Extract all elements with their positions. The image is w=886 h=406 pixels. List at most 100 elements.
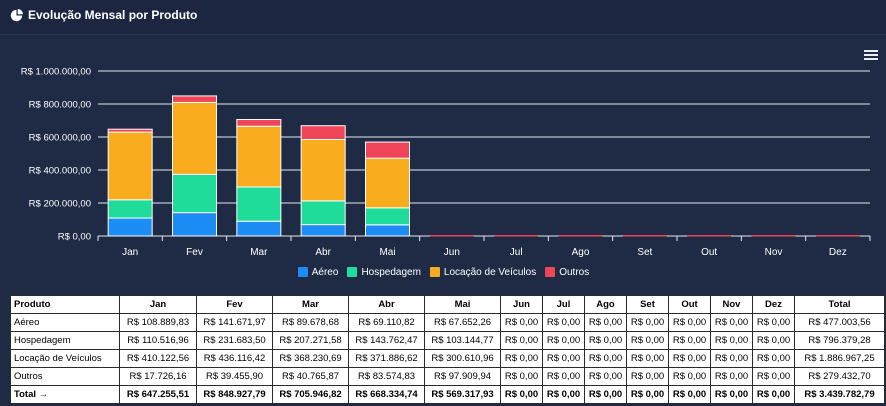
table-cell: R$ 103.144,77 — [424, 331, 501, 350]
total-cell: R$ 848.927,79 — [196, 385, 273, 404]
bar-segment[interactable] — [558, 235, 603, 237]
bar-segment[interactable] — [429, 235, 474, 237]
table-cell: R$ 0,00 — [710, 313, 753, 332]
legend-label: Aéreo — [311, 266, 339, 278]
column-header[interactable]: Jan — [119, 295, 197, 314]
bar-segment[interactable] — [751, 235, 796, 237]
total-row: Total → R$ 647.255,51 R$ 848.927,79 R$ 705.… — [10, 385, 885, 404]
legend-item-locacao[interactable]: Locação de Veículos — [428, 266, 536, 278]
table-cell: R$ 0,00 — [500, 367, 543, 386]
table-cell: R$ 0,00 — [668, 349, 711, 368]
table-cell: R$ 39.455,90 — [196, 367, 273, 386]
legend-item-outros[interactable]: Outros — [544, 266, 589, 278]
table-cell: R$ 89.678,68 — [272, 313, 349, 332]
x-tick-label: Nov — [765, 247, 783, 258]
y-tick-label: R$ 800.000,00 — [29, 100, 91, 111]
x-tick-label: Mai — [379, 247, 395, 258]
bar-segment[interactable] — [300, 139, 346, 202]
column-header[interactable]: Abr — [348, 295, 425, 314]
table-row: Outros R$ 17.726,16 R$ 39.455,90 R$ 40.765,… — [10, 367, 885, 386]
table-cell: R$ 0,00 — [584, 331, 627, 350]
legend-swatch — [544, 266, 557, 278]
chart-menu-icon[interactable] — [864, 50, 878, 62]
table-cell: R$ 0,00 — [710, 331, 753, 350]
data-table: Produto Jan Fev Mar Abr Mai Jun Jul Ago Set Out Nov… — [10, 295, 885, 404]
bar-segment[interactable] — [172, 101, 217, 175]
table-cell: R$ 0,00 — [542, 349, 585, 368]
bar-segment[interactable] — [300, 125, 346, 141]
table-cell: R$ 231.683,50 — [196, 331, 273, 350]
total-cell: R$ 668.334,74 — [348, 385, 425, 404]
bar-segment[interactable] — [107, 131, 153, 201]
bar-segment[interactable] — [236, 119, 282, 127]
table-cell: R$ 97.909,94 — [424, 367, 501, 386]
bar-segment[interactable] — [300, 224, 346, 237]
y-tick-label: R$ 200.000,00 — [29, 199, 91, 210]
bar-segment[interactable] — [365, 141, 410, 159]
table-cell: Outros — [10, 367, 120, 386]
table-cell: R$ 0,00 — [542, 367, 585, 386]
table-cell: R$ 141.671,97 — [196, 313, 273, 332]
table-cell: R$ 17.726,16 — [119, 367, 197, 386]
table-cell: R$ 0,00 — [626, 367, 669, 386]
legend-item-hospedagem[interactable]: Hospedagem — [346, 266, 421, 278]
table-cell: R$ 108.889,83 — [119, 313, 197, 332]
bar-segment[interactable] — [687, 235, 732, 237]
bar-segment[interactable] — [365, 207, 410, 226]
table-cell: R$ 110.516,96 — [119, 331, 197, 350]
legend-swatch — [428, 266, 441, 278]
legend-swatch — [296, 266, 309, 278]
table-cell: R$ 207.271,58 — [272, 331, 349, 350]
bar-segment[interactable] — [107, 128, 153, 133]
x-tick-label: Jan — [122, 247, 138, 258]
column-header[interactable]: Produto — [10, 295, 120, 314]
total-cell: R$ 0,00 — [584, 385, 627, 404]
bar-segment[interactable] — [815, 235, 860, 237]
bar-segment[interactable] — [107, 217, 153, 237]
table-cell: R$ 0,00 — [500, 349, 543, 368]
column-header[interactable]: Mai — [424, 295, 501, 314]
bar-segment[interactable] — [365, 157, 410, 209]
bar-segment[interactable] — [300, 200, 346, 226]
table-cell: R$ 0,00 — [668, 313, 711, 332]
total-cell: Total → — [10, 385, 120, 404]
bar-segment[interactable] — [236, 125, 282, 188]
bar-segment[interactable] — [622, 235, 667, 237]
bar-segment[interactable] — [365, 224, 410, 237]
table-cell: R$ 67.652,26 — [424, 313, 501, 332]
bar-segment[interactable] — [494, 235, 539, 237]
bar-segment[interactable] — [236, 220, 282, 237]
column-header[interactable]: Ago — [584, 295, 627, 314]
table-cell: R$ 279.432,70 — [794, 367, 885, 386]
bar-segment[interactable] — [172, 212, 217, 237]
bar-segment[interactable] — [172, 173, 217, 214]
x-tick-label: Abr — [315, 247, 331, 258]
column-header[interactable]: Total — [794, 295, 885, 314]
y-tick-label: R$ 400.000,00 — [29, 166, 91, 177]
column-header[interactable]: Dez — [752, 295, 795, 314]
column-header[interactable]: Jul — [542, 295, 585, 314]
column-header[interactable]: Jun — [500, 295, 543, 314]
total-cell: R$ 647.255,51 — [119, 385, 197, 404]
column-header[interactable]: Out — [668, 295, 711, 314]
table-cell: R$ 0,00 — [710, 367, 753, 386]
chart-legend: Aéreo Hospedagem Locação de Veículos Out… — [0, 266, 886, 278]
legend-item-aereo[interactable]: Aéreo — [296, 266, 339, 278]
column-header[interactable]: Mar — [272, 295, 349, 314]
table-cell: R$ 0,00 — [668, 331, 711, 350]
table-cell: R$ 300.610,96 — [424, 349, 501, 368]
bar-segment[interactable] — [172, 95, 217, 103]
table-cell: Hospedagem — [10, 331, 120, 350]
table-cell: R$ 0,00 — [752, 313, 795, 332]
column-header[interactable]: Fev — [196, 295, 273, 314]
bar-segment[interactable] — [236, 186, 282, 222]
column-header[interactable]: Set — [626, 295, 669, 314]
table-cell: R$ 0,00 — [542, 313, 585, 332]
column-header[interactable]: Nov — [710, 295, 753, 314]
table-cell: R$ 477.003,56 — [794, 313, 885, 332]
table-cell: R$ 0,00 — [584, 313, 627, 332]
table-cell: R$ 368.230,69 — [272, 349, 349, 368]
bar-segment[interactable] — [107, 199, 153, 219]
x-tick-label: Jun — [444, 247, 460, 258]
table-cell: R$ 0,00 — [752, 349, 795, 368]
